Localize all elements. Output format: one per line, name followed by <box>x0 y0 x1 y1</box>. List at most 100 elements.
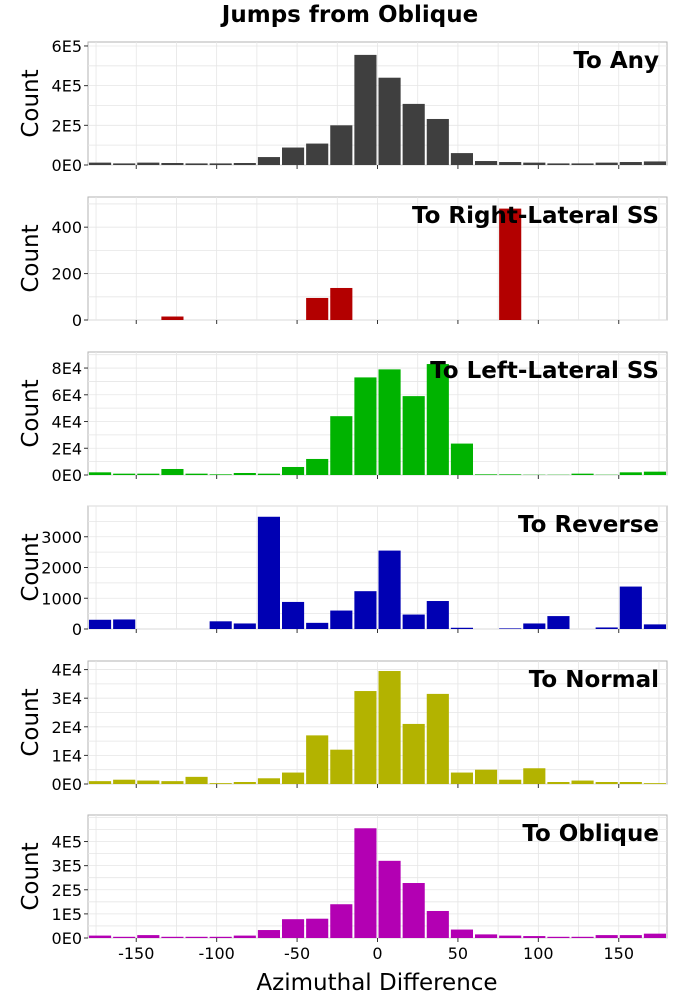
bar <box>257 157 280 165</box>
bar <box>499 779 522 784</box>
bar <box>450 153 473 165</box>
y-tick-label: 3E5 <box>52 857 82 876</box>
x-tick-label: -50 <box>284 944 310 963</box>
bar <box>402 883 425 938</box>
bar <box>499 628 522 629</box>
y-tick-label: 4E5 <box>52 77 82 96</box>
x-tick-label: 0 <box>372 944 382 963</box>
bar <box>257 473 280 475</box>
bar <box>185 163 208 165</box>
bar <box>378 369 401 475</box>
bar <box>330 125 353 165</box>
bar <box>619 472 642 475</box>
bar <box>89 935 112 938</box>
y-axis-label: Count <box>18 842 44 910</box>
bar <box>378 77 401 165</box>
bar <box>257 930 280 938</box>
x-tick-label: -150 <box>118 944 154 963</box>
bar <box>306 297 329 320</box>
y-axis-label: Count <box>18 533 44 601</box>
bar <box>354 828 377 938</box>
panel-2: 0E0 2E4 4E4 6E4 8E4 Count To Left-Lateral SS <box>18 351 668 485</box>
bar <box>571 780 594 784</box>
bar <box>475 769 498 784</box>
y-tick-label: 6E5 <box>52 37 82 56</box>
bar <box>161 468 184 475</box>
bar <box>282 919 305 938</box>
y-tick-label: 2E4 <box>52 718 82 737</box>
bar <box>426 118 449 165</box>
bar <box>547 163 570 165</box>
y-tick-label: 2E4 <box>52 439 82 458</box>
bar <box>426 910 449 938</box>
bar <box>643 161 666 165</box>
bar <box>499 474 522 475</box>
bar <box>282 772 305 784</box>
y-axis-label: Count <box>18 688 44 756</box>
bar <box>595 935 618 938</box>
panel-title: To Oblique <box>522 821 659 847</box>
bar <box>619 586 642 629</box>
bar <box>330 416 353 475</box>
bar <box>330 904 353 938</box>
bar <box>137 162 160 165</box>
bar <box>402 103 425 165</box>
y-tick-label: 4E4 <box>52 661 82 680</box>
bar <box>185 936 208 938</box>
bar <box>257 516 280 629</box>
bar <box>282 601 305 629</box>
y-tick-label: 0 <box>72 311 82 330</box>
x-tick-label: 150 <box>603 944 634 963</box>
figure-title: Jumps from Oblique <box>220 2 478 28</box>
bar <box>643 933 666 938</box>
bar <box>113 936 136 938</box>
bar <box>113 163 136 165</box>
y-tick-label: 2000 <box>41 559 82 578</box>
y-tick-label: 1E4 <box>52 746 82 765</box>
bar <box>89 619 112 629</box>
panel-title: To Left-Lateral SS <box>430 358 659 384</box>
bar <box>89 472 112 475</box>
y-tick-label: 1E5 <box>52 905 82 924</box>
bar <box>330 287 353 320</box>
bar <box>499 935 522 938</box>
y-tick-label: 4E4 <box>52 413 82 432</box>
bar <box>450 772 473 784</box>
bar <box>402 723 425 784</box>
bar <box>137 473 160 475</box>
panel-5: 0E0 1E5 2E5 3E5 4E5 Count To Oblique <box>18 814 668 948</box>
y-tick-label: 0E0 <box>52 156 82 175</box>
bar <box>571 473 594 475</box>
bar <box>475 934 498 938</box>
bar <box>571 936 594 938</box>
bar <box>113 619 136 629</box>
bar <box>450 443 473 475</box>
panel-0: 0E0 2E5 4E5 6E5 Count To Any <box>18 37 668 175</box>
x-tick-label: 100 <box>523 944 554 963</box>
bar <box>523 936 546 938</box>
bar <box>161 936 184 938</box>
y-tick-label: 0E0 <box>52 775 82 794</box>
bar <box>330 610 353 629</box>
bar <box>306 143 329 165</box>
bar <box>378 671 401 784</box>
bar <box>282 147 305 165</box>
bar <box>523 623 546 629</box>
bar <box>282 466 305 475</box>
bar <box>643 783 666 784</box>
bar <box>161 781 184 784</box>
panel-title: To Normal <box>529 667 659 693</box>
bar <box>209 474 232 475</box>
bar <box>354 54 377 166</box>
bar <box>499 162 522 165</box>
bar <box>257 778 280 784</box>
bar <box>450 929 473 938</box>
x-tick-label: -100 <box>199 944 235 963</box>
bar <box>161 316 184 320</box>
bar <box>499 208 522 320</box>
bar <box>595 627 618 629</box>
bar <box>185 776 208 784</box>
bar <box>426 364 449 475</box>
bar <box>89 781 112 784</box>
